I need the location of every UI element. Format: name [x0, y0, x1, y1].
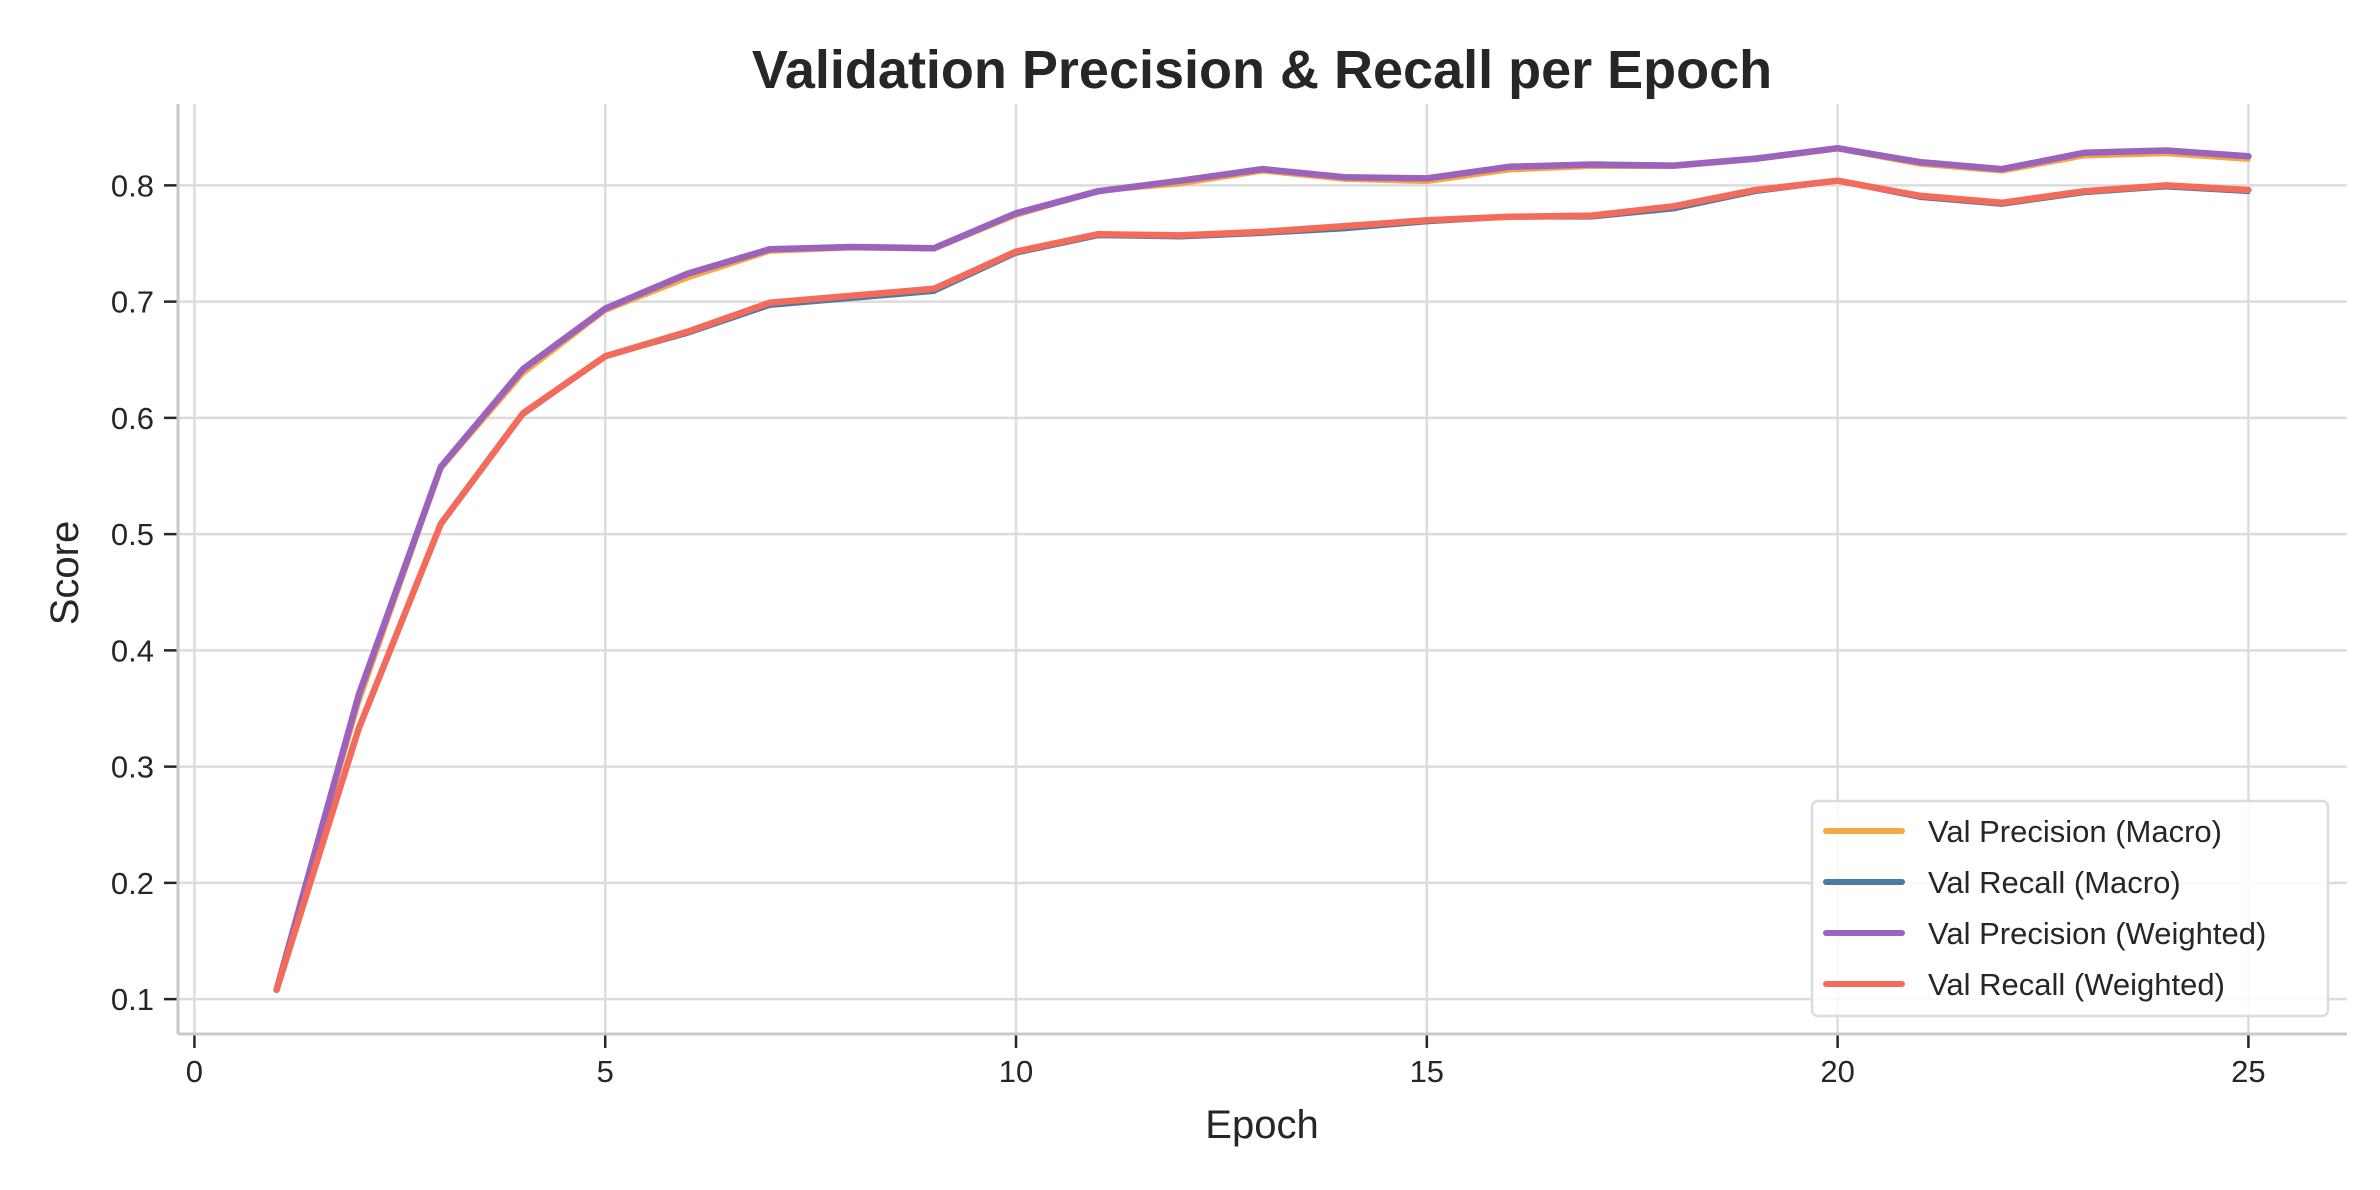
y-tick-label: 0.7: [111, 285, 154, 320]
chart-title: Validation Precision & Recall per Epoch: [752, 40, 1772, 100]
x-tick-label: 25: [2231, 1054, 2265, 1089]
legend-label: Val Precision (Weighted): [1928, 916, 2266, 951]
y-axis-label: Score: [43, 521, 87, 626]
legend: Val Precision (Macro) Val Recall (Macro) V…: [1810, 799, 2330, 1018]
series-line-3: [273, 144, 2252, 994]
y-tick-label: 0.1: [111, 982, 154, 1017]
x-tick-label: 5: [597, 1054, 614, 1089]
legend-label: Val Recall (Macro): [1928, 865, 2181, 900]
x-axis-label: Epoch: [1205, 1103, 1318, 1147]
legend-box: [1810, 799, 2330, 1018]
y-tick-label: 0.3: [111, 750, 154, 785]
x-tick-label: 10: [999, 1054, 1033, 1089]
axes: 0 5 10 15 20 25 0.1 0.2 0.3 0.4 0.5 0.6 0.7 0.8: [111, 104, 2347, 1089]
x-tick-label: 15: [1410, 1054, 1444, 1089]
series-line-4: [273, 177, 2252, 994]
series-lines: [273, 144, 2252, 994]
legend-label: Val Recall (Weighted): [1928, 967, 2225, 1002]
x-tick-label: 20: [1820, 1054, 1854, 1089]
y-tick-label: 0.5: [111, 517, 154, 552]
x-tick-label: 0: [186, 1054, 203, 1089]
y-tick-label: 0.8: [111, 168, 154, 203]
y-tick-label: 0.6: [111, 401, 154, 436]
legend-label: Val Precision (Macro): [1928, 814, 2222, 849]
y-tick-label: 0.2: [111, 866, 154, 901]
y-tick-label: 0.4: [111, 633, 154, 668]
